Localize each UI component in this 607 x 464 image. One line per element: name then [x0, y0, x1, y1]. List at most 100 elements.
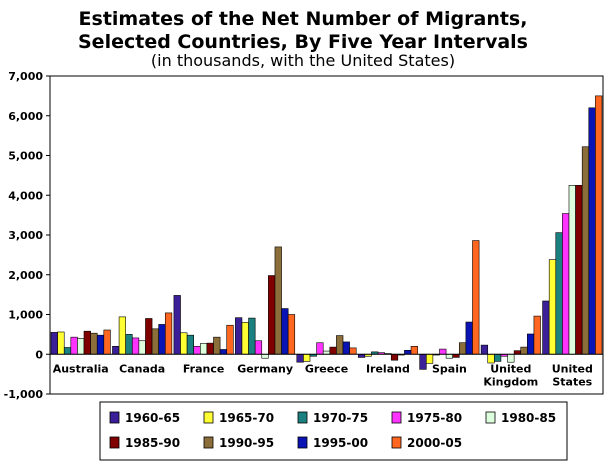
bar-1975-80 [70, 336, 78, 355]
legend-label: 1965-70 [219, 411, 274, 425]
legend-label: 1980-85 [501, 411, 556, 425]
bar-1995-00 [465, 321, 473, 355]
bar-1965-70 [118, 316, 126, 355]
legend-label: 1990-95 [219, 436, 274, 450]
bar-1975-80 [439, 348, 447, 355]
bar-1960-65 [419, 353, 427, 370]
bar-1960-65 [235, 317, 243, 355]
bar-1985-90 [329, 346, 337, 355]
bar-1970-75 [186, 334, 195, 355]
category-label: Ireland [366, 362, 410, 375]
bar-1970-75 [125, 334, 133, 355]
bar-1975-80 [131, 337, 140, 355]
bar-1990-95 [581, 146, 590, 355]
y-tick-label: 7,000 [8, 70, 43, 83]
bar-1965-70 [303, 353, 311, 362]
legend-swatch [109, 411, 120, 424]
bar-1960-65 [50, 332, 58, 355]
legend-label: 2000-05 [407, 436, 462, 450]
bar-1980-85 [445, 353, 453, 359]
bar-1995-00 [588, 107, 596, 355]
category-label: Germany [237, 362, 293, 375]
legend-label: 1975-80 [407, 411, 462, 425]
bar-1995-00 [96, 334, 105, 355]
legend-label: 1985-90 [125, 436, 180, 450]
bar-1970-75 [248, 317, 256, 355]
legend-label: 1970-75 [313, 411, 368, 425]
category-label: Australia [53, 362, 109, 375]
category-label: United [552, 362, 593, 375]
bar-1960-65 [296, 353, 304, 363]
bar-1985-90 [83, 330, 91, 355]
bar-1980-85 [507, 353, 515, 363]
bar-1965-70 [241, 322, 249, 355]
bar-1980-85 [568, 185, 576, 355]
bar-1985-90 [390, 353, 399, 361]
y-tick-label: 2,000 [8, 269, 43, 282]
category-label: States [552, 375, 592, 388]
bar-1970-75 [494, 353, 502, 362]
y-tick-label: 4,000 [8, 189, 43, 202]
legend-swatch [297, 411, 308, 424]
bar-1965-70 [57, 331, 65, 355]
bar-1975-80 [562, 213, 570, 355]
plot-area: -1,000 0 1,000 2,000 3,000 4,000 5,000 6,000 7,0… [4, 70, 604, 401]
chart-title-line-2: Selected Countries, By Five Year Interva… [78, 31, 528, 53]
category-label: Greece [305, 362, 348, 375]
bar-1995-00 [281, 308, 289, 355]
bar-1990-95 [336, 335, 344, 355]
bar-1995-00 [219, 349, 228, 355]
category-label: Canada [119, 362, 165, 375]
bar-2000-05 [349, 347, 357, 355]
legend-label: 1995-00 [313, 436, 368, 450]
legend-swatch [485, 411, 496, 424]
y-tick-label: 3,000 [8, 229, 43, 242]
bar-1995-00 [158, 324, 166, 355]
bar-1985-90 [513, 350, 522, 355]
bar-1990-95 [213, 336, 221, 355]
bar-2000-05 [164, 312, 173, 355]
bar-1965-70 [180, 332, 188, 355]
bar-1960-65 [173, 295, 181, 355]
bar-2000-05 [287, 314, 296, 355]
legend-swatch [391, 436, 402, 449]
bar-1960-65 [480, 344, 489, 355]
bar-1995-00 [342, 341, 350, 355]
bar-2000-05 [226, 324, 234, 355]
chart-title-line-1: Estimates of the Net Number of Migrants, [79, 8, 528, 30]
legend-label: 1960-65 [125, 411, 180, 425]
bar-1965-70 [548, 259, 557, 355]
bar-1995-00 [404, 349, 412, 355]
chart-subtitle: (in thousands, with the United States) [151, 51, 455, 70]
bar-1990-95 [458, 342, 467, 355]
bar-1990-95 [151, 328, 159, 355]
bar-2000-05 [103, 329, 111, 355]
bar-1975-80 [254, 340, 263, 355]
legend-swatch [297, 436, 308, 449]
y-tick-label: -1,000 [4, 388, 44, 401]
bar-1995-00 [527, 333, 535, 355]
bar-1960-65 [112, 345, 120, 355]
bar-2000-05 [533, 315, 541, 355]
bar-1990-95 [90, 332, 98, 355]
bar-1985-90 [575, 185, 583, 355]
legend-swatch [203, 436, 214, 449]
y-tick-label: 6,000 [8, 110, 43, 123]
legend-swatch [203, 411, 214, 424]
bar-1980-85 [77, 338, 85, 355]
bar-1980-85 [138, 340, 146, 355]
bar-2000-05 [410, 345, 418, 355]
category-label: Kingdom [483, 375, 538, 388]
bar-1985-90 [145, 318, 153, 355]
bar-1975-80 [316, 342, 324, 355]
bar-1985-90 [268, 275, 276, 355]
legend: 1960-65 1965-70 1970-75 1975-80 1980-85 1985-… [99, 401, 568, 461]
bar-1985-90 [206, 342, 214, 355]
bar-1970-75 [555, 232, 563, 355]
y-tick-label: 5,000 [8, 150, 43, 163]
category-label: United [490, 362, 531, 375]
category-label: France [183, 362, 224, 375]
legend-swatch [391, 411, 402, 424]
legend-swatch [109, 436, 120, 449]
